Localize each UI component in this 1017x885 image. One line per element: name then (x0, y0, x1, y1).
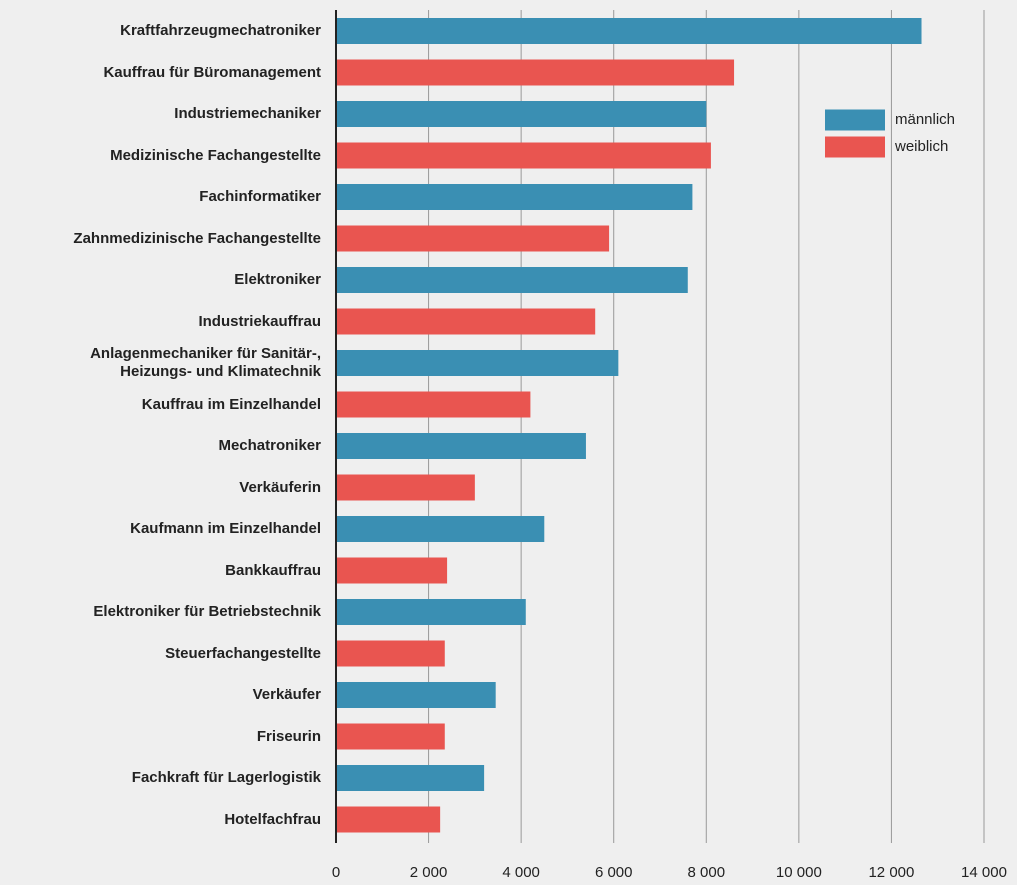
y-tick-label: Friseurin (256, 727, 321, 745)
y-tick-label: Elektroniker (234, 271, 321, 288)
y-tick-label: Elektroniker für Betriebstechnik (93, 603, 321, 620)
bar (336, 225, 610, 252)
x-tick-label: 14 000 (961, 864, 1007, 881)
y-tick-label: Anlagenmechaniker für Sanitär-, Heizungs… (90, 345, 321, 380)
bar (336, 723, 445, 750)
y-tick-label: Hotelfachfrau (224, 810, 321, 828)
legend-label: weiblich (894, 138, 948, 155)
y-tick-label: Steuerfachangestellte (165, 644, 321, 662)
y-tick-label: Kaufmann im Einzelhandel (130, 520, 321, 537)
x-tick-label: 4 000 (502, 864, 540, 881)
x-tick-label: 10 000 (776, 864, 822, 881)
y-tick-label: Kauffrau im Einzelhandel (141, 395, 321, 413)
y-tick-label: Kauffrau für Büromanagement (103, 63, 321, 81)
bar (336, 474, 475, 501)
bar (336, 640, 445, 667)
x-tick-label: 12 000 (868, 864, 914, 881)
x-tick-label: 8 000 (688, 864, 726, 881)
legend-swatch (825, 136, 885, 158)
bar (336, 765, 485, 791)
y-tick-label: Bankkauffrau (225, 561, 321, 579)
bar (336, 101, 707, 127)
bar (336, 350, 619, 376)
bar (336, 391, 531, 418)
bar (336, 557, 448, 584)
y-tick-label: Industriekauffrau (198, 312, 321, 330)
bar (336, 433, 586, 459)
y-tick-label: Zahnmedizinische Fachangestellte (73, 229, 321, 247)
legend-swatch (825, 109, 885, 131)
legend-label: männlich (895, 111, 955, 128)
x-tick-label: 2 000 (410, 864, 448, 881)
y-tick-label: Medizinische Fachangestellte (110, 146, 321, 164)
bar (336, 267, 688, 293)
bar (336, 308, 596, 335)
bar (336, 184, 693, 210)
x-tick-label: 0 (332, 864, 340, 881)
y-tick-label: Mechatroniker (218, 437, 321, 454)
bar (336, 516, 545, 542)
bar (336, 18, 922, 44)
bar (336, 599, 526, 625)
y-tick-label: Industriemechaniker (174, 105, 321, 122)
y-tick-label: Verkäuferin (239, 478, 321, 496)
y-tick-label: Fachkraft für Lagerlogistik (131, 769, 321, 786)
x-tick-label: 6 000 (595, 864, 633, 881)
bar (336, 59, 735, 86)
bar (336, 682, 496, 708)
bar (336, 142, 711, 169)
bar (336, 806, 441, 833)
y-tick-label: Fachinformatiker (199, 188, 321, 205)
y-tick-label: Kraftfahrzeugmechatroniker (120, 22, 321, 39)
y-tick-label: Verkäufer (252, 686, 321, 703)
